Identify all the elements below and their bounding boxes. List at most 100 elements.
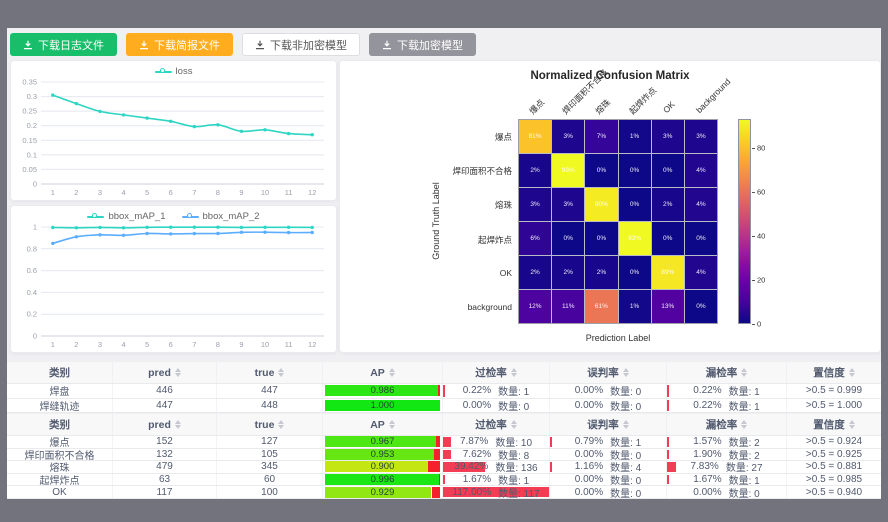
cell-over: 1.67% 数量: 1 [443, 473, 550, 486]
header-col-true[interactable]: true [217, 362, 323, 383]
cell-mis: 0.00% 数量: 0 [550, 473, 667, 486]
cell-over: 0.22% 数量: 1 [443, 384, 550, 398]
rate-count: 数量: 1 [728, 401, 760, 412]
sort-icon[interactable] [622, 420, 629, 429]
header-col-pred[interactable]: pred [113, 414, 217, 435]
svg-text:0.4: 0.4 [27, 288, 37, 297]
rate-pct: 1.90% [693, 448, 722, 460]
cell-confidence: >0.5 = 1.000 [805, 399, 863, 411]
cell-true: 447 [217, 384, 323, 398]
header-col-误判率[interactable]: 误判率 [550, 362, 667, 383]
cell-pred: 152 [113, 436, 217, 448]
cell-pred: 447 [113, 398, 217, 412]
table-header-row: 类别 pred true AP 过检率 误判率 漏检率 置信度 [7, 414, 881, 436]
download-report-button[interactable]: 下载简报文件 [126, 33, 233, 56]
ap-value: 0.929 [370, 486, 395, 498]
rate-bar [443, 437, 452, 447]
legend-item-bbox_mAP_1[interactable]: bbox_mAP_1 [87, 211, 166, 222]
matrix-cell: 4% [684, 256, 717, 289]
column-label: true [254, 366, 275, 379]
header-col-AP[interactable]: AP [323, 362, 443, 383]
svg-text:7: 7 [192, 188, 196, 197]
sort-icon[interactable] [741, 368, 748, 377]
colorbar [738, 119, 751, 324]
header-col-置信度[interactable]: 置信度 [787, 362, 881, 383]
svg-text:6: 6 [169, 340, 173, 349]
cell-miss: 0.22% 数量: 1 [667, 398, 787, 412]
rate-count: 数量: 2 [728, 450, 760, 461]
download-log-button[interactable]: 下载日志文件 [10, 33, 117, 56]
header-col-过检率[interactable]: 过检率 [443, 414, 550, 435]
sort-icon[interactable] [510, 368, 517, 377]
ap-bar-track: 0.900 [325, 461, 440, 473]
header-col-pred[interactable]: pred [113, 362, 217, 383]
matrix-cell: 13% [651, 290, 684, 323]
svg-text:12: 12 [308, 188, 316, 197]
sort-icon[interactable] [510, 420, 517, 429]
cell-mis: 0.00% 数量: 0 [550, 398, 667, 412]
ap-remainder-bar [435, 436, 440, 448]
sort-icon[interactable] [388, 420, 395, 429]
matrix-cell: 0% [585, 154, 618, 187]
header-col-true[interactable]: true [217, 414, 323, 435]
rate-count: 数量: 1 [728, 476, 760, 486]
sort-icon[interactable] [388, 368, 395, 377]
cell-true: 100 [217, 486, 323, 498]
svg-text:12: 12 [308, 340, 316, 349]
map-line-chart: 00.20.40.60.811 2 3 4 5 6 7 8 9 10 11 12 [27, 223, 324, 349]
download-plain-model-button[interactable]: 下载非加密模型 [242, 33, 360, 56]
series-line-bbox_mAP_1 [52, 226, 313, 229]
colorbar-tick-label: 80 [757, 143, 766, 153]
svg-text:6: 6 [169, 188, 173, 197]
rate-count: 数量: 0 [728, 488, 760, 498]
header-col-置信度[interactable]: 置信度 [787, 414, 881, 435]
matrix-cell: 0% [585, 222, 618, 255]
download-encrypted-model-button[interactable]: 下载加密模型 [369, 33, 476, 56]
sort-icon[interactable] [278, 368, 285, 377]
matrix-cell: 0% [651, 154, 684, 187]
cell-class: 焊盘 [7, 384, 113, 398]
svg-text:4: 4 [121, 188, 125, 197]
sort-icon[interactable] [848, 368, 855, 377]
matrix-cell: 1% [618, 120, 651, 153]
svg-text:0.2: 0.2 [27, 310, 37, 319]
matrix-cell: 93% [552, 154, 585, 187]
sort-icon[interactable] [278, 420, 285, 429]
cell-mis: 0.00% 数量: 0 [550, 486, 667, 498]
header-col-误判率[interactable]: 误判率 [550, 414, 667, 435]
cell-confidence: >0.5 = 0.881 [805, 461, 863, 473]
download-log-button-label: 下载日志文件 [38, 39, 104, 52]
rate-text: 0.00% 数量: 0 [575, 449, 641, 460]
rate-count: 数量: 1 [498, 476, 530, 486]
cell-miss: 0.00% 数量: 0 [667, 486, 787, 498]
confusion-matrix-xlabel: Prediction Label [585, 333, 651, 343]
svg-text:9: 9 [239, 188, 243, 197]
legend-item-bbox_mAP_2[interactable]: bbox_mAP_2 [181, 211, 260, 222]
rate-count: 数量: 0 [610, 488, 642, 498]
cell-over: 39.42% 数量: 136 [443, 461, 550, 473]
bbox_mAP_1-legend-marker [87, 213, 105, 221]
rate-text: 0.00% 数量: 0 [575, 384, 641, 397]
sort-icon[interactable] [622, 368, 629, 377]
sort-icon[interactable] [174, 420, 181, 429]
header-col-漏检率[interactable]: 漏检率 [667, 362, 787, 383]
legend-label: loss [175, 66, 193, 77]
header-col-AP[interactable]: AP [323, 414, 443, 435]
rate-text: 0.00% 数量: 0 [463, 399, 529, 412]
sort-icon[interactable] [174, 368, 181, 377]
legend-item-loss[interactable]: loss [154, 66, 193, 77]
sort-asc-icon [388, 420, 395, 424]
ap-bar-track: 0.967 [325, 436, 440, 448]
ap-remainder-bar [438, 385, 440, 397]
svg-text:0.2: 0.2 [27, 121, 37, 130]
cell-ap: 0.967 [323, 436, 443, 448]
header-col-过检率[interactable]: 过检率 [443, 362, 550, 383]
download-encrypted-model-button-label: 下载加密模型 [397, 39, 463, 52]
sort-icon[interactable] [848, 420, 855, 429]
rate-text: 117.00% 数量: 117 [452, 486, 539, 498]
sort-icon[interactable] [741, 420, 748, 429]
ap-bar [325, 474, 440, 486]
cell-class: 起焊炸点 [7, 473, 113, 486]
header-col-漏检率[interactable]: 漏检率 [667, 414, 787, 435]
column-label: 置信度 [813, 419, 845, 431]
